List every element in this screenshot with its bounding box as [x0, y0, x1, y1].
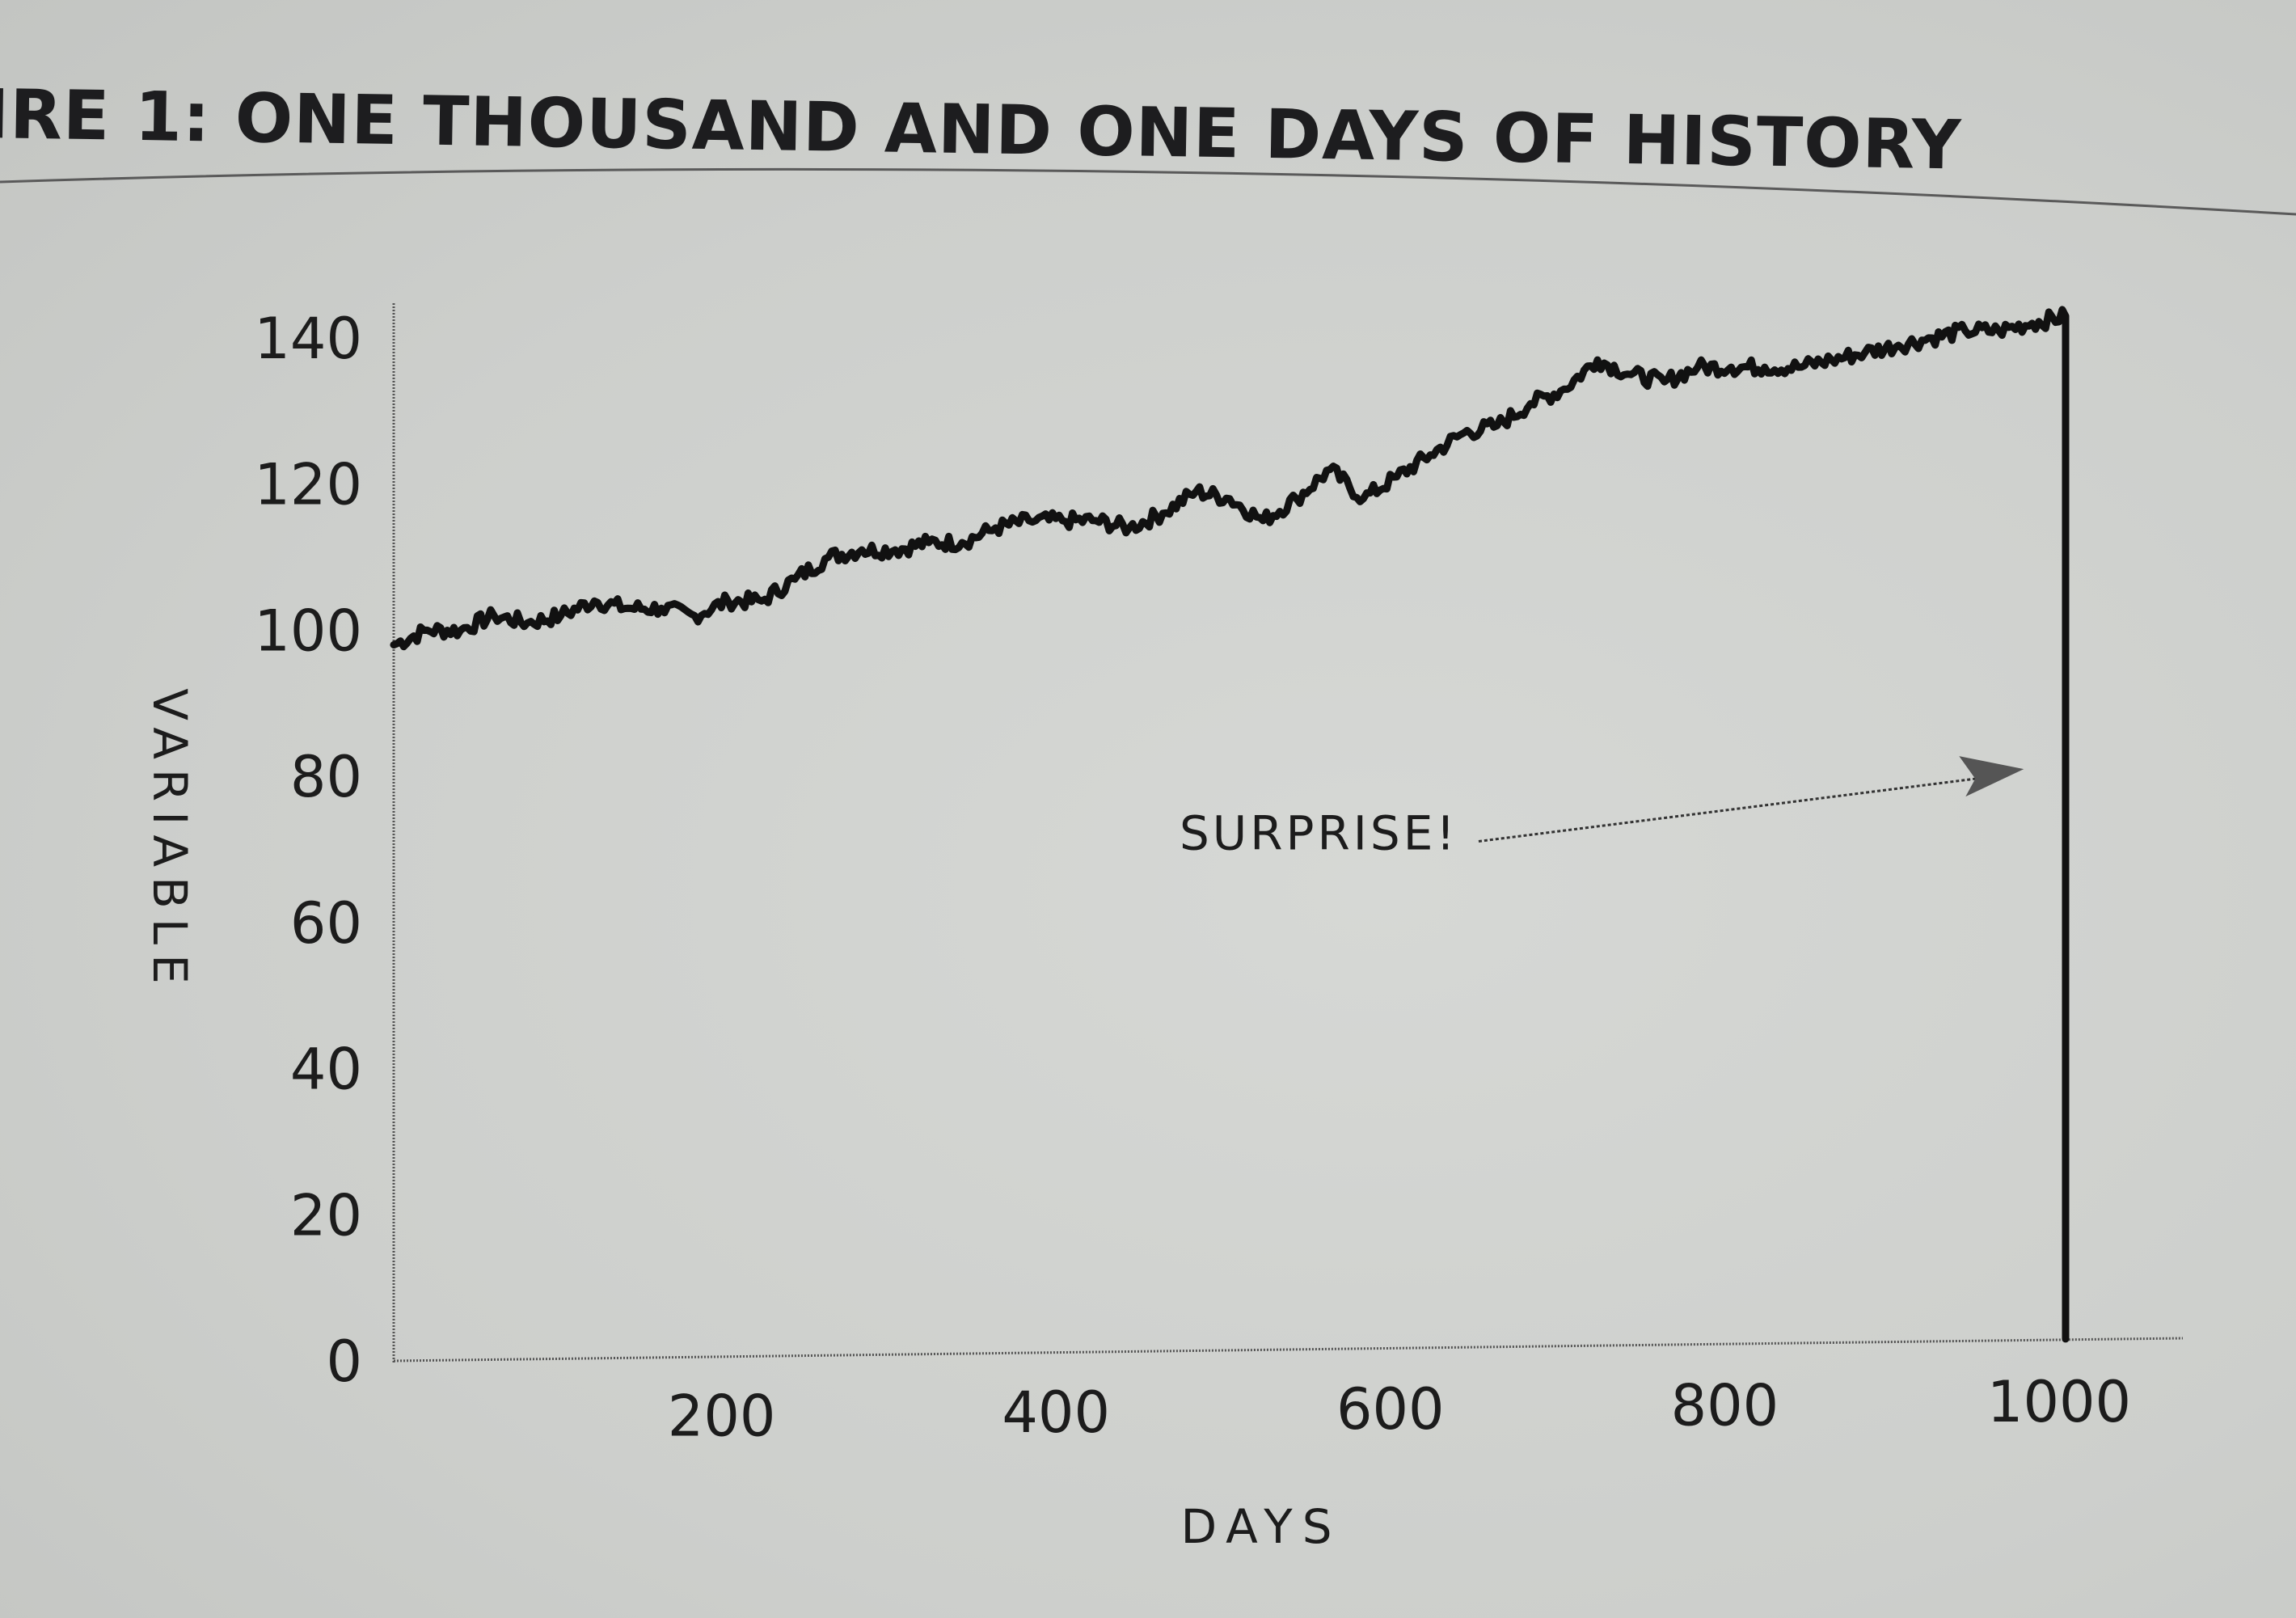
series-line-0 [390, 306, 2070, 1343]
y-tick-label: 20 [290, 1182, 362, 1248]
y-tick-label: 120 [254, 452, 362, 518]
annotations: SURPRISE! [1180, 756, 2024, 861]
tick-labels: 0 20 40 60 80 100 120 140 200 400 600 800 1000 [254, 306, 2131, 1450]
x-tick-label: 600 [1336, 1376, 1445, 1443]
axis-titles: DAYS VARIABLE [142, 688, 1341, 1554]
y-tick-label: 100 [254, 598, 362, 664]
annotation-arrowhead [1959, 756, 2024, 797]
x-tick-label: 400 [1002, 1379, 1110, 1446]
x-tick-label: 800 [1671, 1372, 1779, 1438]
chart-axes [392, 303, 2184, 1362]
y-tick-label: 0 [326, 1329, 362, 1395]
x-axis-title: DAYS [1180, 1499, 1341, 1554]
y-tick-label: 60 [290, 890, 362, 957]
x-axis-line [393, 1337, 2184, 1362]
x-tick-label: 1000 [1987, 1369, 2131, 1435]
y-axis-title: VARIABLE [142, 688, 197, 993]
annotation-arrow-shaft [1478, 777, 1976, 843]
annotation-label: SURPRISE! [1180, 806, 1458, 861]
data-series [390, 306, 2070, 1343]
y-tick-label: 140 [254, 306, 362, 372]
x-tick-label: 200 [668, 1384, 776, 1450]
y-tick-label: 40 [290, 1037, 362, 1103]
y-tick-label: 80 [290, 744, 362, 810]
